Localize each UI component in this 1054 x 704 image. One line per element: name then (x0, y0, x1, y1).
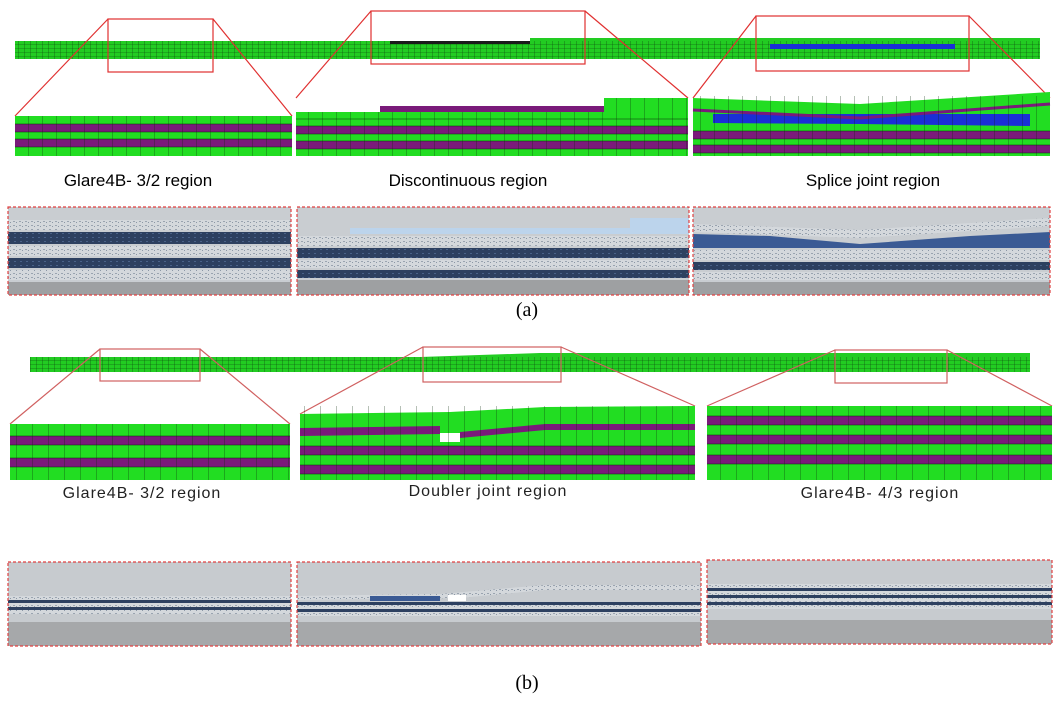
zoom-box-b-2 (422, 346, 562, 383)
micrograph-b-2 (296, 561, 702, 647)
micrograph-a-1 (7, 206, 292, 296)
zoom-box-b-3 (834, 349, 948, 384)
mesh-panel-b-3 (707, 406, 1052, 480)
mesh-panel-a-1 (15, 116, 292, 156)
caption-b: (b) (515, 672, 539, 694)
zoom-box-a-2 (370, 10, 586, 65)
part-b-overview (9, 346, 1053, 425)
mesh-panel-b-2 (300, 406, 695, 480)
zoom-lines-b (9, 346, 1053, 425)
region-label-a-1: Glare4B- 3/2 region (63, 171, 213, 190)
micrograph-a-2 (296, 206, 690, 296)
region-label-a-2: Discontinuous region (388, 171, 548, 190)
mesh-panel-a-2 (296, 98, 688, 156)
region-label-a-3: Splice joint region (805, 171, 941, 190)
mesh-panel-b-1 (10, 424, 290, 480)
micrograph-a-3 (692, 206, 1051, 296)
micrograph-b-1 (7, 561, 292, 647)
region-label-b-1: Glare4B- 3/2 region (62, 485, 222, 502)
zoom-box-b-1 (99, 348, 201, 382)
region-label-b-3: Glare4B- 4/3 region (800, 485, 960, 502)
zoom-box-a-1 (107, 18, 214, 73)
caption-a: (a) (515, 299, 539, 321)
region-label-b-2: Doubler joint region (408, 483, 568, 500)
micrograph-b-3 (706, 559, 1053, 645)
mesh-panel-a-3 (692, 92, 1051, 156)
zoom-lines-a (14, 10, 1051, 117)
zoom-box-a-3 (755, 15, 970, 72)
part-a-overview (14, 10, 1051, 117)
